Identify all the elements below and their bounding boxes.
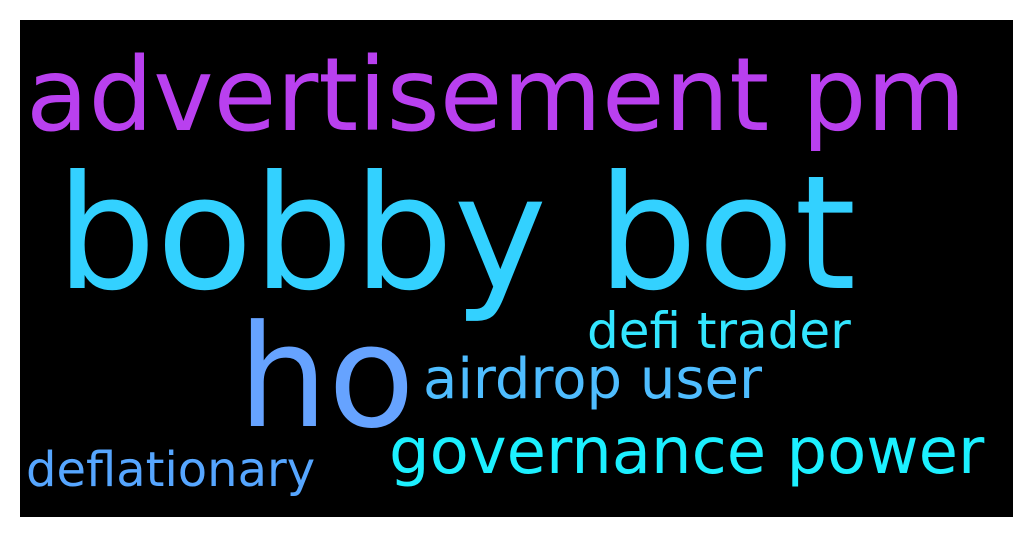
word-ho: ho bbox=[238, 295, 415, 460]
word-bobby-bot: bobby bot bbox=[56, 142, 857, 326]
word-defi-trader: defi trader bbox=[587, 302, 851, 360]
word-airdrop-user: airdrop user bbox=[423, 347, 763, 412]
word-deflationary: deflationary bbox=[26, 442, 316, 498]
word-cloud-canvas: advertisement pm bobby bot ho defi trade… bbox=[20, 20, 1013, 517]
word-governance-power: governance power bbox=[389, 415, 985, 489]
word-advertisement-pm: advertisement pm bbox=[26, 36, 966, 155]
